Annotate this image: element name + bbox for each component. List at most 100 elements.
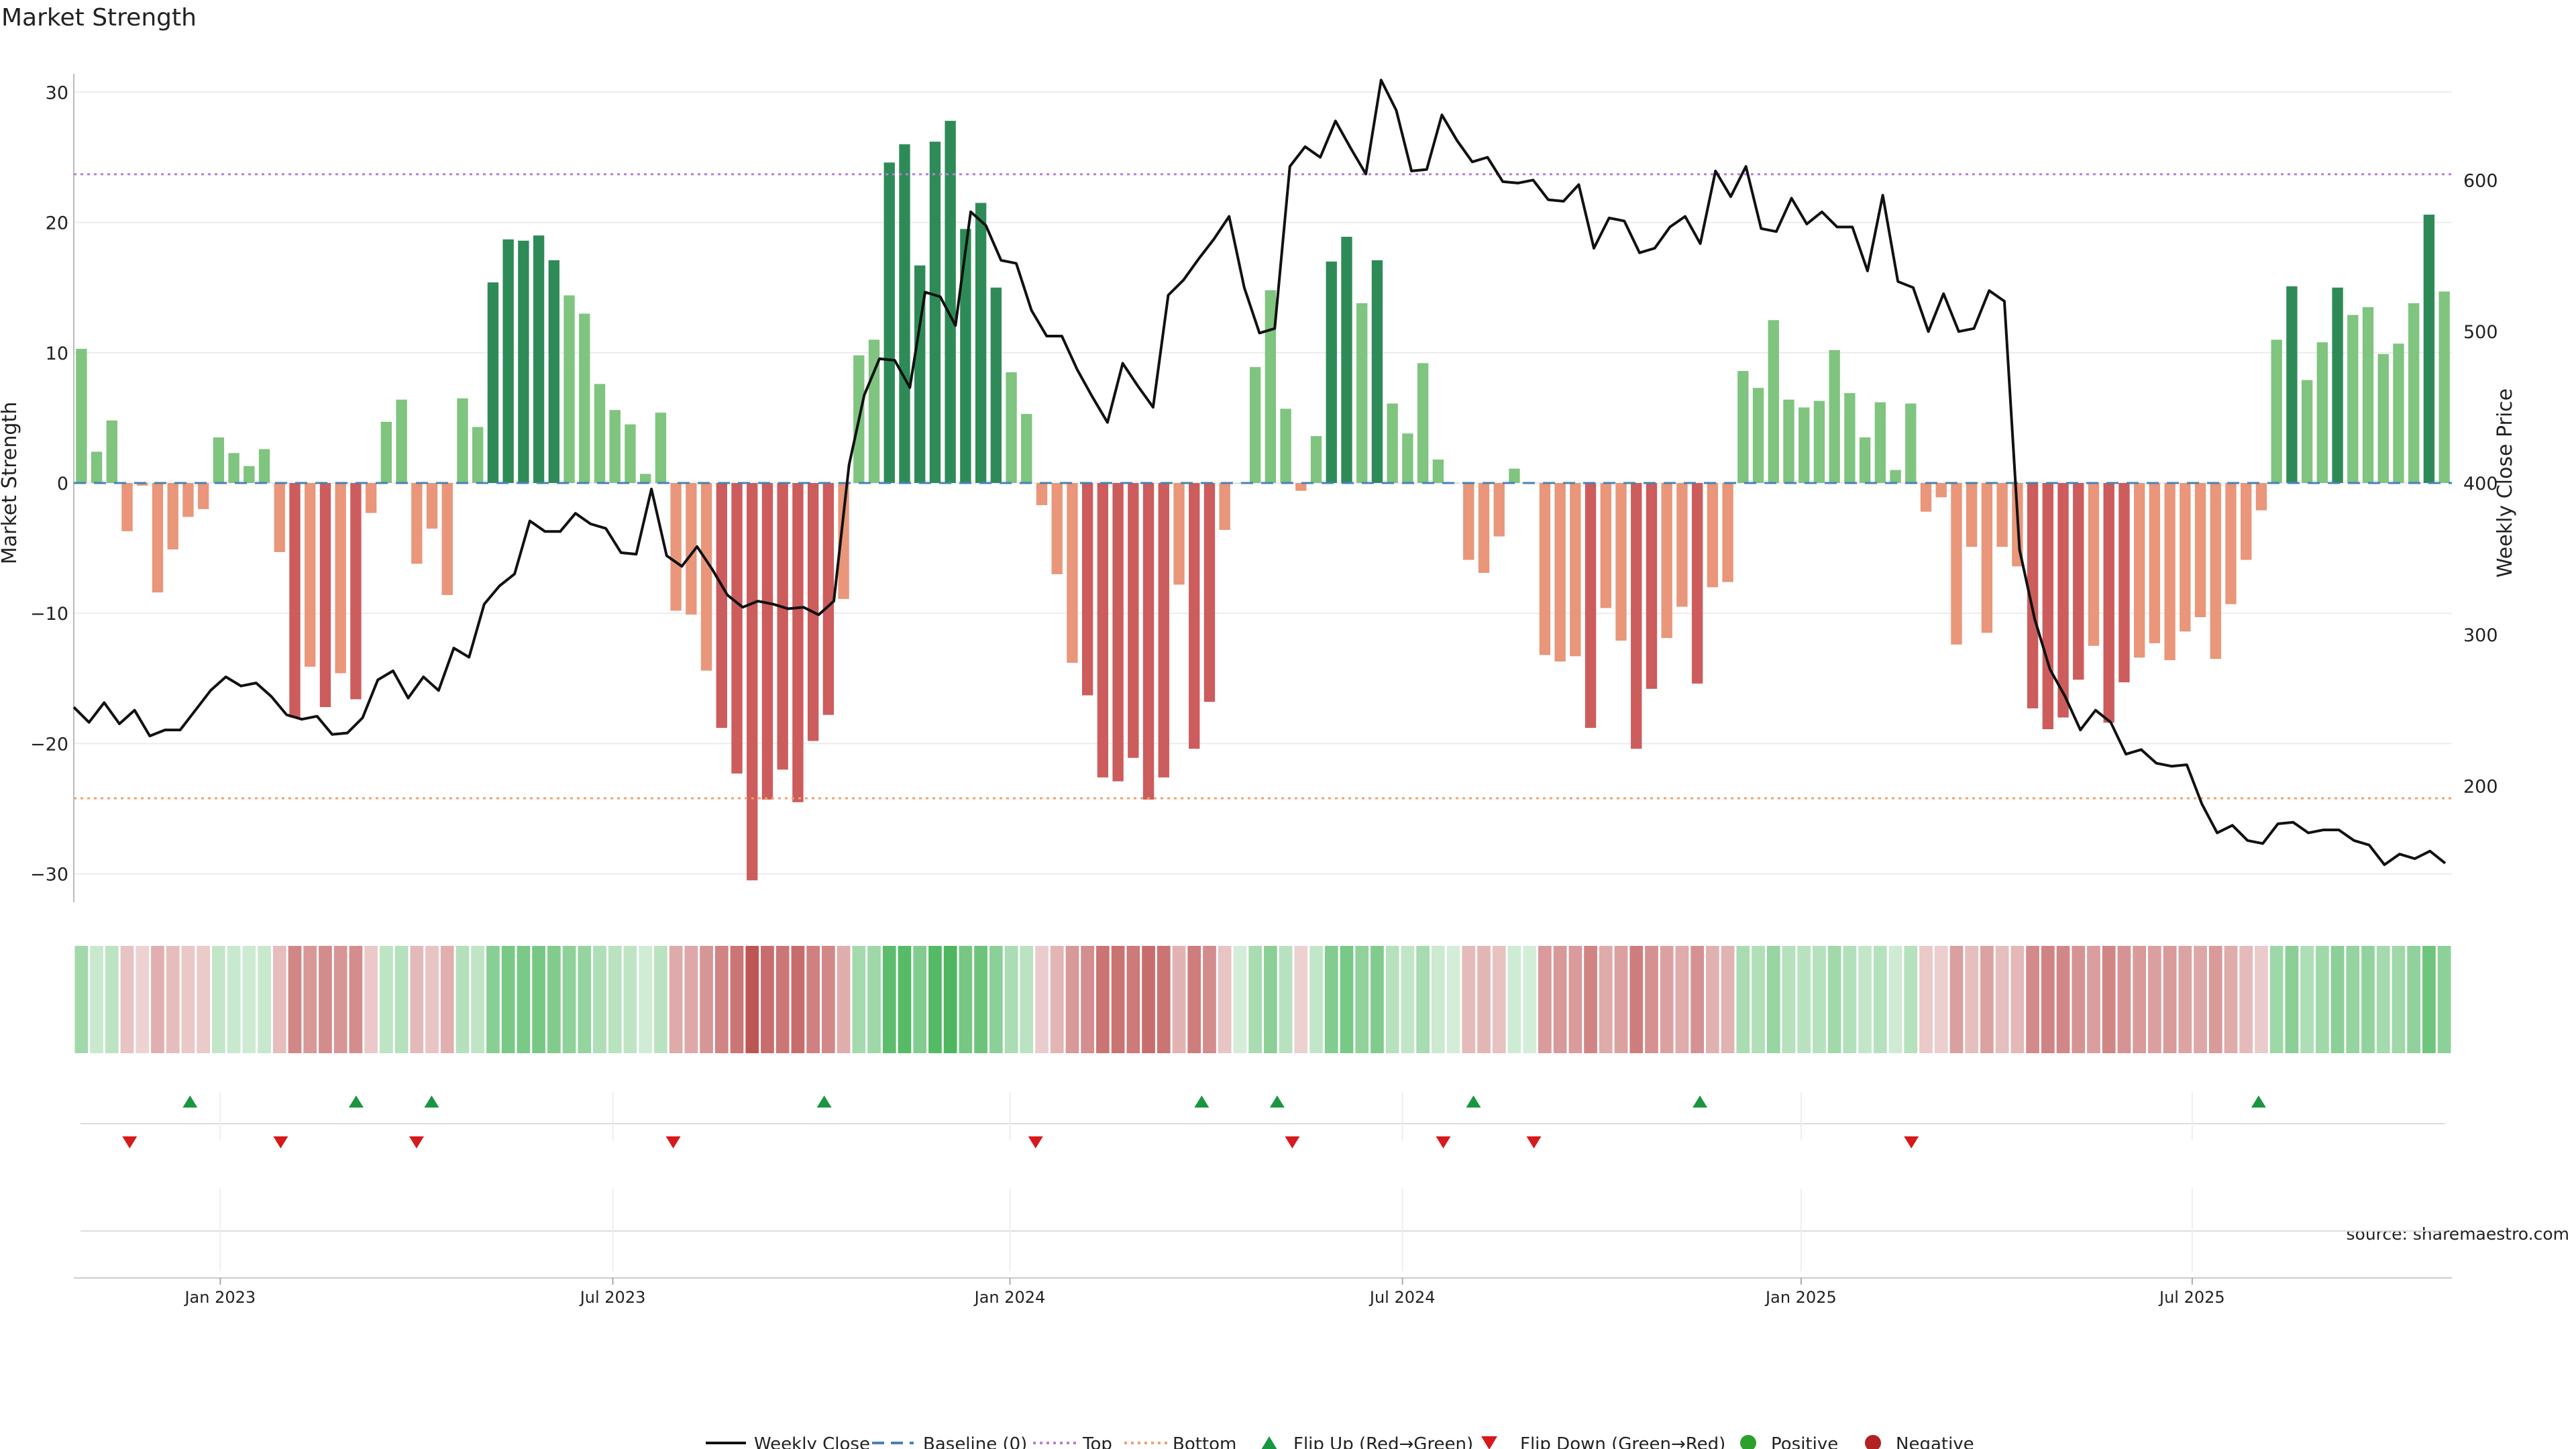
- heat-strip-cell: [1035, 946, 1049, 1053]
- heat-strip-cell: [700, 946, 713, 1053]
- heat-strip-cell: [1919, 946, 1933, 1053]
- heat-strip-cell: [1203, 946, 1216, 1053]
- strength-bar: [2286, 286, 2298, 483]
- strength-bar: [167, 483, 178, 550]
- heat-strip-cell: [639, 946, 653, 1053]
- legend-weekly-close-label: Weekly Close: [754, 1434, 870, 1449]
- strength-bar: [411, 483, 423, 564]
- strength-bar: [2194, 483, 2206, 618]
- heat-strip-cell: [821, 946, 835, 1053]
- heat-strip-cell: [1416, 946, 1430, 1053]
- legend-top-label: Top: [1082, 1434, 1112, 1449]
- strength-bar: [1813, 400, 1825, 483]
- flip-up-marker: [1466, 1095, 1481, 1108]
- heat-strip-cell: [2330, 946, 2345, 1053]
- x-axis: Jan 2023 Jul 2023 Jan 2024 Jul 2024 Jan 2025…: [74, 1277, 2452, 1307]
- strength-bar: [319, 483, 331, 708]
- strength-bar: [1615, 483, 1627, 641]
- strength-bar: [1402, 433, 1413, 483]
- heat-strip-cell: [1172, 946, 1186, 1053]
- heat-strip-cell: [2117, 946, 2131, 1053]
- strength-bar: [1006, 372, 1017, 483]
- x-tick-label: Jan 2023: [183, 1288, 256, 1307]
- y-tick-label: −20: [30, 734, 68, 755]
- heat-strip-cell: [2407, 946, 2421, 1053]
- strength-bar: [990, 287, 1002, 483]
- heat-strip-cell: [333, 946, 347, 1053]
- strength-bar: [945, 121, 956, 483]
- heat-strip-cell: [2102, 946, 2116, 1053]
- flip-down-marker: [409, 1136, 424, 1148]
- x-tick-label: Jul 2023: [579, 1288, 646, 1307]
- heat-strip-cell: [1965, 946, 1979, 1053]
- strength-bar: [1890, 470, 1901, 483]
- heat-strip-cell: [928, 946, 942, 1053]
- strength-bar: [1570, 483, 1581, 657]
- strength-bar: [747, 483, 758, 881]
- strength-bar: [487, 282, 499, 483]
- heat-strip-cell: [1675, 946, 1689, 1053]
- strength-bar: [579, 313, 590, 483]
- heat-strip-cell: [1934, 946, 1948, 1053]
- heat-strip-cell: [1462, 946, 1476, 1053]
- strength-bar: [305, 483, 316, 667]
- strength-bar: [1036, 483, 1048, 506]
- heat-strip-cell: [1309, 946, 1323, 1053]
- strength-bar: [2393, 343, 2404, 483]
- strength-bar: [1905, 403, 1917, 483]
- heat-strip-cell: [684, 946, 698, 1053]
- heat-strip-cell: [471, 946, 485, 1053]
- weekly-close-series: [72, 78, 2447, 866]
- heat-strip-cell: [2239, 946, 2253, 1053]
- strength-bar: [1631, 483, 1642, 749]
- strength-bar: [899, 144, 910, 483]
- heat-strip-cell: [943, 946, 957, 1053]
- y2-tick-label: 600: [2463, 170, 2498, 191]
- heat-strip-cell: [258, 946, 271, 1053]
- heat-strip-cell: [547, 946, 561, 1053]
- legend-negative-label: Negative: [1896, 1434, 1974, 1449]
- heat-strip-cell: [1126, 946, 1140, 1053]
- strength-bar: [2347, 315, 2359, 483]
- heat-strip-cell: [837, 946, 851, 1053]
- strength-bar: [2255, 483, 2267, 511]
- chart-title: Market Strength: [1, 4, 197, 32]
- flip-down-marker: [665, 1136, 681, 1148]
- strength-bar: [502, 239, 514, 483]
- strength-bar: [472, 427, 484, 483]
- legend-baseline-label: Baseline (0): [923, 1434, 1027, 1449]
- strength-bar: [2164, 483, 2176, 661]
- strength-bar: [1081, 483, 1093, 696]
- heat-strip-cell: [1736, 946, 1750, 1053]
- strength-bar: [1707, 483, 1719, 588]
- heat-strip-cell: [166, 946, 180, 1053]
- heat-strip-cell: [1324, 946, 1338, 1053]
- strength-bar: [1509, 468, 1520, 483]
- strength-bar: [274, 483, 285, 552]
- heat-strip-cell: [1523, 946, 1537, 1053]
- heat-strip-cell: [364, 946, 378, 1053]
- strength-bar: [2180, 483, 2191, 632]
- heat-strip-cell: [2056, 946, 2070, 1053]
- heat-strip-cell: [562, 946, 576, 1053]
- flip-down-marker: [1285, 1136, 1300, 1148]
- heat-strip-cell: [2422, 946, 2436, 1053]
- legend-flip-down-swatch: [1481, 1436, 1497, 1449]
- legend-positive-swatch: [1740, 1435, 1756, 1449]
- strength-bar: [258, 449, 270, 483]
- strength-bar: [2438, 291, 2450, 483]
- heat-strip-cell: [2026, 946, 2039, 1053]
- strength-bar: [1249, 367, 1261, 483]
- grid: [74, 91, 2452, 875]
- strength-bar: [838, 483, 849, 599]
- heat-strip-cell: [2041, 946, 2055, 1053]
- heat-strip-cell: [2194, 946, 2207, 1053]
- heat-strip-cell: [379, 946, 393, 1053]
- strength-bar: [533, 235, 545, 483]
- strength-bar: [426, 483, 438, 529]
- strength-bar: [441, 483, 453, 596]
- heat-strip-cell: [1752, 946, 1765, 1053]
- heat-strip-cell: [1020, 946, 1034, 1053]
- heat-strip-cell: [1827, 946, 1841, 1053]
- heat-strip-cell: [272, 946, 286, 1053]
